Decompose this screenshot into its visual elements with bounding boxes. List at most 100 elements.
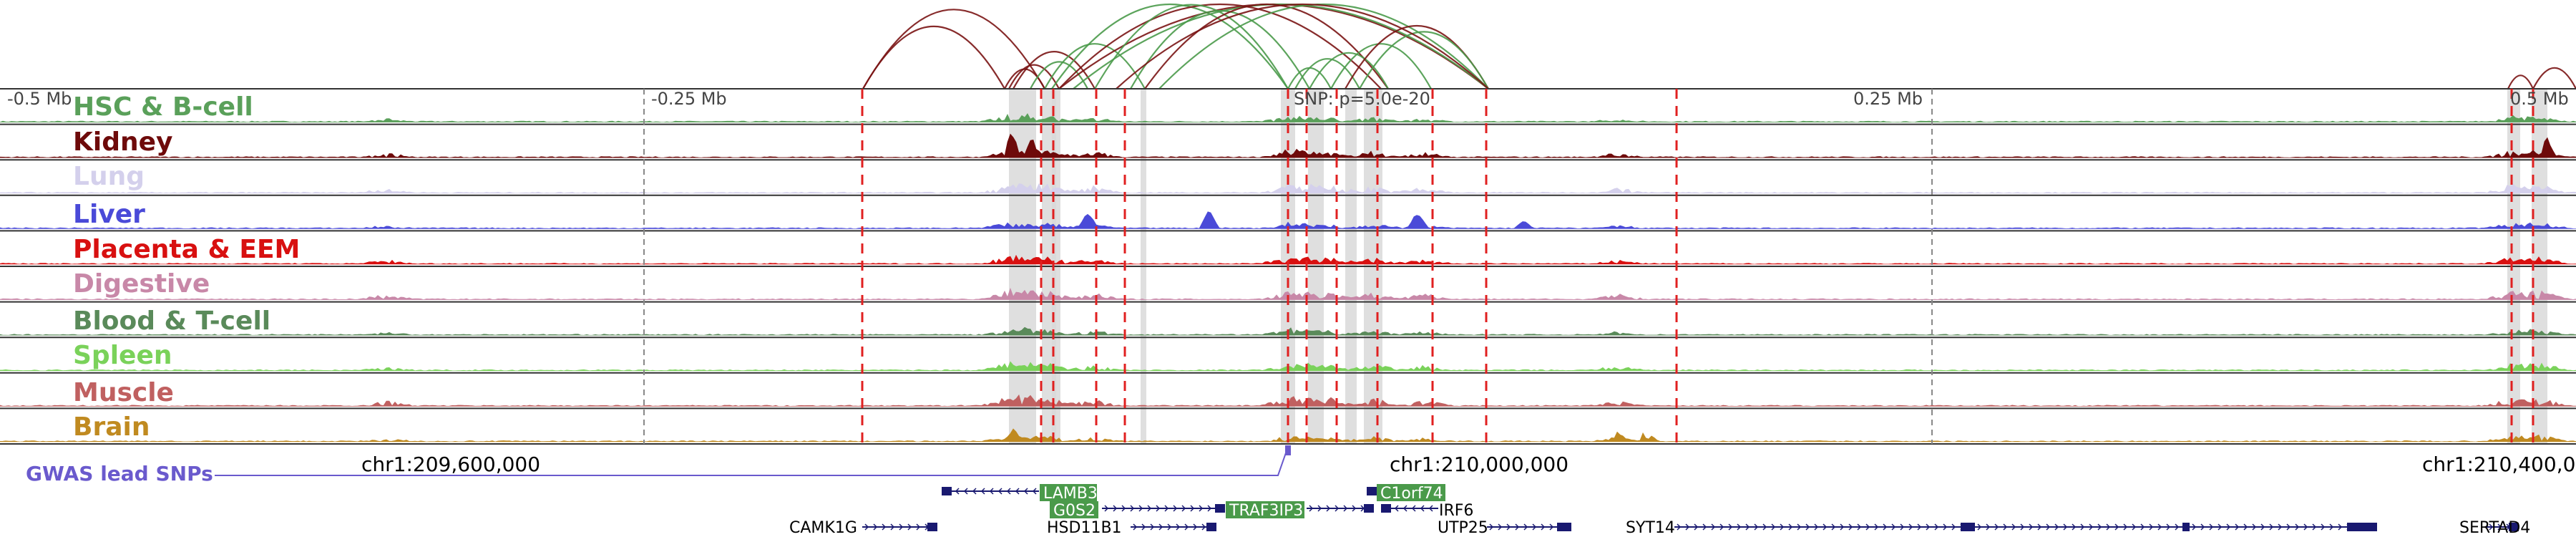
gene-strand-arrow: [2157, 523, 2162, 531]
gene-strand-arrow: [1831, 523, 1836, 531]
track-label: Lung: [73, 162, 145, 191]
gene-exon: [1206, 523, 1216, 531]
gene-strand-arrow: [1394, 505, 1399, 512]
gene-strand-arrow: [1420, 505, 1425, 512]
gene-strand-arrow: [989, 488, 994, 495]
gene-strand-arrow: [2286, 523, 2291, 531]
gene-strand-arrow: [2295, 523, 2300, 531]
gene-strand-arrow: [2011, 523, 2016, 531]
gene-box: [1050, 501, 1098, 518]
gene-strand-arrow: [1728, 523, 1733, 531]
gwas-label: GWAS lead SNPs: [26, 462, 213, 485]
gene-strand-arrow: [1164, 505, 1169, 512]
gene-strand-arrow: [2037, 523, 2042, 531]
chromatin-loop: [1073, 4, 1489, 90]
gene-strand-arrow: [1805, 523, 1810, 531]
gene-strand-arrow: [1771, 523, 1776, 531]
signal-track: [0, 183, 2576, 194]
gene-strand-arrow: [1006, 488, 1011, 495]
gene-strand-arrow: [2003, 523, 2008, 531]
gene-strand-arrow: [2080, 523, 2085, 531]
gwas-connector-line: [215, 446, 1289, 476]
ruler-tick-label: -0.5 Mb: [7, 89, 72, 109]
chromatin-loop: [1051, 4, 1289, 90]
gene-strand-arrow: [2218, 523, 2223, 531]
gene-exon: [1364, 504, 1374, 513]
gene-strand-arrow: [1199, 505, 1204, 512]
gene-strand-arrow: [2209, 523, 2214, 531]
gene-exon: [1367, 487, 1380, 495]
gene-strand-arrow: [1840, 523, 1845, 531]
gene-strand-arrow: [1167, 523, 1172, 531]
gene-strand-arrow: [2114, 523, 2119, 531]
gene-strand-arrow: [2029, 523, 2034, 531]
gene-strand-arrow: [2338, 523, 2343, 531]
gene-strand-arrow: [1754, 523, 1759, 531]
gene-strand-arrow: [980, 488, 985, 495]
gene-label: CAMK1G: [789, 519, 857, 537]
gene-label: HSD11B1: [1047, 519, 1122, 537]
gene-strand-arrow: [1411, 505, 1416, 512]
gene-strand-arrow: [1498, 523, 1503, 531]
gene-label: UTP25: [1438, 519, 1488, 537]
gene-strand-arrow: [1917, 523, 1922, 531]
gene-strand-arrow: [864, 523, 869, 531]
chromatin-loop: [1158, 4, 1489, 90]
gene-strand-arrow: [2106, 523, 2111, 531]
gene-strand-arrow: [1113, 505, 1118, 512]
gene-exon: [927, 523, 937, 531]
gene-strand-arrow: [2140, 523, 2145, 531]
gene-strand-arrow: [899, 523, 904, 531]
chromatin-loop: [862, 25, 1005, 90]
gene-strand-arrow: [1874, 523, 1879, 531]
gene-exon: [1961, 523, 1975, 531]
gene-strand-arrow: [873, 523, 878, 531]
gene-strand-arrow: [907, 523, 912, 531]
chromatin-loops: [862, 3, 2576, 90]
track-label: Spleen: [73, 341, 172, 370]
coordinate-label: chr1:209,600,000: [361, 453, 540, 476]
gene-label: C1orf74: [1380, 485, 1443, 503]
gene-label: IRF6: [1439, 502, 1473, 520]
gene-strand-arrow: [1857, 523, 1862, 531]
gene-strand-arrow: [2166, 523, 2171, 531]
gene-strand-arrow: [1326, 505, 1331, 512]
gene-track: [862, 487, 2519, 531]
gene-strand-arrow: [1190, 505, 1195, 512]
gene-exon: [1215, 504, 1225, 513]
chromatin-loop: [862, 9, 1045, 90]
gene-box: [1040, 484, 1097, 501]
gene-exon: [1567, 523, 1571, 531]
track-label: Brain: [73, 412, 150, 442]
gene-strand-arrow: [2497, 523, 2502, 531]
gene-strand-arrow: [2489, 523, 2494, 531]
gene-strand-arrow: [1181, 505, 1186, 512]
chromatin-loop: [1130, 10, 1310, 90]
gene-strand-arrow: [1141, 523, 1146, 531]
gene-strand-arrow: [1317, 505, 1322, 512]
coordinate-label: chr1:210,400,0: [2422, 453, 2575, 476]
gene-strand-arrow: [1814, 523, 1819, 531]
gene-label: SYT14: [1626, 519, 1675, 537]
gene-strand-arrow: [1201, 523, 1206, 531]
signal-track: [0, 133, 2576, 158]
chromatin-loop: [2532, 67, 2576, 90]
gene-strand-arrow: [1943, 523, 1948, 531]
gene-strand-arrow: [1745, 523, 1750, 531]
gene-strand-arrow: [1335, 505, 1340, 512]
gene-strand-arrow: [1343, 505, 1348, 512]
gene-strand-arrow: [1158, 523, 1163, 531]
gene-strand-arrow: [1891, 523, 1896, 531]
chromatin-loop: [1287, 67, 1332, 90]
gene-strand-arrow: [1428, 505, 1433, 512]
gene-exon: [942, 487, 952, 495]
track-labels: HSC & B-cell Kidney Lung Liver Placenta …: [73, 92, 300, 442]
gene-strand-arrow: [1156, 505, 1161, 512]
gene-exon: [1381, 504, 1391, 513]
gene-strand-arrow: [1762, 523, 1767, 531]
gene-strand-arrow: [1900, 523, 1905, 531]
gene-exon: [1557, 523, 1567, 531]
gene-strand-arrow: [1176, 523, 1181, 531]
gene-strand-arrow: [1951, 523, 1956, 531]
